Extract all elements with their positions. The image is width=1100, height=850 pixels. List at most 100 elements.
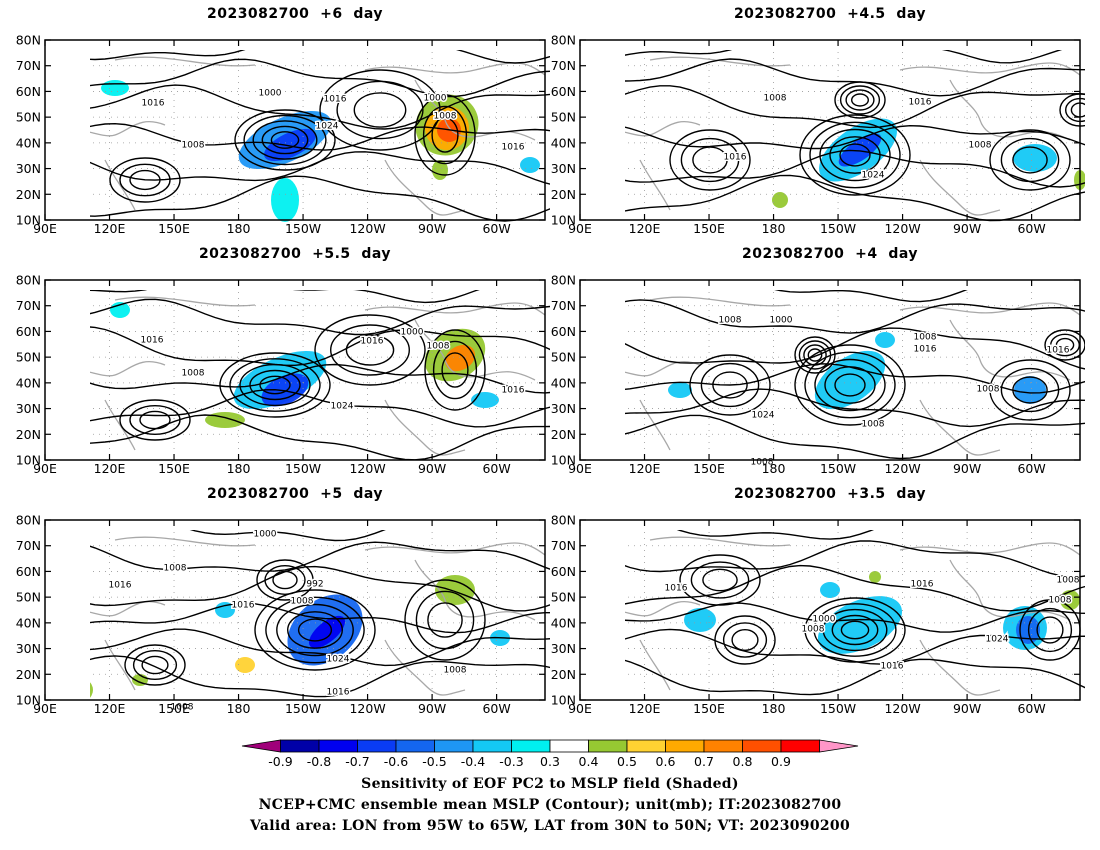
- colorbar-tick-label: -0.9: [268, 754, 292, 769]
- colorbar: -0.9 -0.8 -0.7 -0.6 -0.5 -0.4 -0.3 0.3 0.4 0.5 0.6…: [241, 739, 859, 769]
- mslp-contour: [712, 371, 748, 399]
- lon-tick-label: 60W: [482, 701, 510, 715]
- sensitivity-shading: [668, 382, 692, 398]
- colorbar-swatch: [357, 739, 397, 753]
- mslp-contour: [1000, 137, 1060, 183]
- contour-label: 1008: [802, 625, 825, 635]
- mslp-contour: [714, 615, 776, 665]
- lon-tick-label: 150E: [693, 461, 725, 475]
- contour-label: 1024: [316, 122, 339, 132]
- mslp-contour: [625, 414, 1085, 460]
- lat-tick-label: 20N: [16, 427, 41, 442]
- lon-tick-label: 120W: [884, 461, 920, 475]
- contour-label: 1008: [1057, 576, 1080, 586]
- colorbar-swatch: [703, 739, 743, 753]
- coastline: [919, 639, 1001, 696]
- lon-tick-label: 120E: [94, 701, 126, 715]
- coastline: [104, 399, 136, 451]
- lon-tick-label: 60W: [482, 221, 510, 235]
- lat-tick-label: 40N: [16, 615, 41, 630]
- coastline: [649, 536, 791, 547]
- coastline: [639, 159, 671, 211]
- mslp-contour: [90, 414, 550, 461]
- mslp-contour: [804, 351, 896, 419]
- coastline: [384, 639, 466, 696]
- mslp-contour: [189, 530, 386, 542]
- colorbar-swatch: [511, 739, 551, 753]
- mslp-contour: [286, 611, 343, 649]
- lat-tick-label: 30N: [16, 641, 41, 656]
- coastline: [639, 399, 671, 451]
- mslp-contour: [431, 117, 459, 153]
- coastline: [384, 159, 466, 216]
- mslp-contour: [799, 114, 911, 196]
- lon-tick-label: 150W: [820, 221, 856, 235]
- mslp-contour: [404, 579, 486, 661]
- lat-tick-label: 70N: [551, 538, 576, 553]
- lat-tick-label: 20N: [551, 187, 576, 202]
- coastline: [90, 360, 166, 377]
- mslp-contour: [261, 125, 309, 155]
- mslp-contour: [829, 136, 881, 174]
- lat-tick-label: 40N: [16, 375, 41, 390]
- mslp-contour: [834, 81, 886, 119]
- mslp-contour: [254, 589, 376, 671]
- lat-tick-label: 80N: [16, 33, 41, 48]
- sensitivity-shading: [838, 133, 882, 167]
- mslp-contour: [124, 644, 186, 686]
- colorbar-tick-label: -0.3: [499, 754, 523, 769]
- contour-label: 1016: [142, 99, 165, 109]
- lon-tick-label: 90E: [33, 701, 57, 715]
- lon-tick-label: 150E: [158, 701, 190, 715]
- mslp-contour: [1055, 337, 1075, 353]
- mslp-contour: [132, 649, 178, 680]
- colorbar-swatch: [241, 739, 281, 753]
- mslp-contour: [840, 620, 870, 640]
- lat-tick-label: 70N: [16, 298, 41, 313]
- contour-label: 1024: [327, 655, 350, 665]
- contour-label: 1000: [401, 328, 424, 338]
- colorbar-tick-label: 0.3: [540, 754, 560, 769]
- mslp-contour: [256, 559, 314, 601]
- mslp-contour: [845, 89, 875, 111]
- panel-title-2: 2023082700 +4.5 day: [733, 6, 927, 22]
- lat-tick-label: 60N: [16, 564, 41, 579]
- mslp-contour: [119, 399, 191, 441]
- lon-tick-label: 150W: [285, 461, 321, 475]
- coastline: [919, 159, 1001, 216]
- coastline: [114, 536, 256, 547]
- map-background: [580, 40, 1080, 220]
- colorbar-swatch: [665, 739, 705, 753]
- mslp-contour: [625, 58, 1085, 97]
- mslp-contour: [702, 568, 738, 592]
- lon-tick-label: 60W: [1017, 461, 1045, 475]
- lat-tick-label: 10N: [551, 453, 576, 468]
- lat-tick-label: 80N: [551, 273, 576, 288]
- mslp-contour: [700, 362, 760, 408]
- colorbar-tick-label: 0.4: [579, 754, 599, 769]
- mslp-contour: [1044, 329, 1085, 361]
- lat-tick-label: 40N: [551, 135, 576, 150]
- lat-tick-label: 80N: [551, 33, 576, 48]
- sensitivity-shading: [684, 608, 716, 632]
- lon-tick-label: 90E: [568, 221, 592, 235]
- mslp-contour: [669, 129, 751, 191]
- caption-line-2: NCEP+CMC ensemble mean MSLP (Contour); u…: [258, 797, 842, 813]
- lat-tick-label: 20N: [551, 427, 576, 442]
- map-panel-6: 1016 101610081000100810241016100880N70N60…: [551, 513, 1085, 715]
- lat-tick-label: 50N: [551, 110, 576, 125]
- sensitivity-shading: [772, 192, 788, 208]
- lat-tick-label: 40N: [551, 375, 576, 390]
- mslp-contour: [690, 561, 750, 599]
- panel-title-3: 2023082700 +5.5 day: [198, 246, 392, 262]
- map-panel-1: 1016 1000 1016 1024 1008 1000 1008 1016 80N 70N 60…: [16, 33, 550, 235]
- contour-label: 992: [306, 580, 323, 590]
- panel-title-1: 2023082700 +6 day: [206, 6, 384, 22]
- lat-tick-label: 50N: [16, 590, 41, 605]
- mslp-contour: [90, 602, 550, 634]
- colorbar-tick-label: 0.9: [771, 754, 791, 769]
- lat-tick-label: 80N: [16, 273, 41, 288]
- sensitivity-shading: [520, 157, 540, 173]
- mslp-contour: [692, 146, 728, 174]
- mslp-contour: [243, 114, 327, 166]
